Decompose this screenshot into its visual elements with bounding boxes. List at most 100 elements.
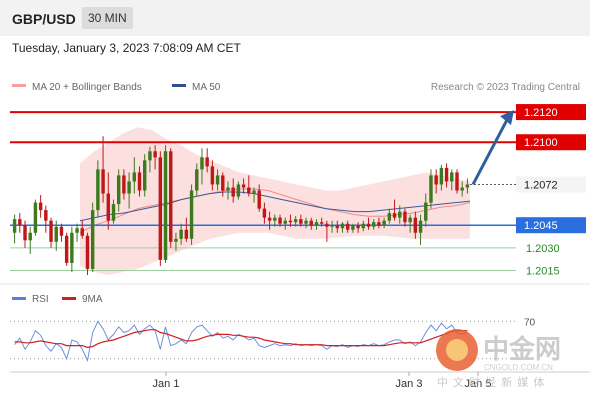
candle-body-27 (153, 151, 157, 158)
candle-body-16 (96, 169, 100, 211)
candle-body-66 (356, 225, 360, 229)
bollinger-band-area (80, 127, 470, 275)
candle-body-81 (434, 175, 438, 185)
candle-body-79 (424, 202, 428, 221)
candle-body-82 (439, 167, 444, 185)
rsi-line (14, 320, 468, 363)
target-arrow-shaft (471, 115, 511, 186)
candle-body-13 (80, 228, 84, 236)
candle-body-76 (408, 217, 412, 223)
candle-body-63 (340, 223, 345, 229)
candle-body-47 (257, 190, 261, 209)
level-1-2045-label: 1.2045 (524, 220, 558, 232)
copyright-text: Research © 2023 Trading Central (431, 82, 580, 93)
rsi-legend-label-1: 9MA (82, 294, 103, 305)
level-1-2015-label: 1.2015 (526, 265, 560, 277)
candle-body-74 (398, 211, 402, 218)
rsi-ma9-line (14, 329, 468, 349)
candle-body-43 (236, 184, 241, 197)
watermark-site: CNGOLD.COM.CN (484, 363, 553, 372)
level-1-2100-label: 1.2100 (524, 137, 558, 149)
watermark-slogan: 中 文 财 经 新 媒 体 (437, 375, 545, 389)
candle-body-48 (262, 208, 267, 218)
legend-label-1: MA 50 (192, 82, 221, 93)
candle-body-64 (345, 223, 350, 230)
chart-datetime: Tuesday, January 3, 2023 7:08:09 AM CET (12, 41, 241, 55)
candle-body-72 (387, 213, 392, 221)
candle-body-87 (465, 184, 470, 188)
timeframe-badge[interactable]: 30 MIN (82, 7, 133, 29)
candle-body-2 (23, 225, 27, 241)
candle-body-39 (215, 175, 220, 185)
candle-body-56 (304, 220, 308, 224)
candle-body-8 (54, 226, 58, 242)
rsi-level-label: 70 (524, 317, 536, 328)
candle-body-51 (278, 217, 282, 224)
candle-body-70 (377, 222, 381, 226)
candle-body-7 (49, 220, 53, 242)
candle-body-28 (158, 157, 163, 260)
candle-body-33 (184, 229, 189, 239)
candle-body-24 (137, 172, 142, 191)
candle-body-32 (179, 229, 183, 239)
candle-body-19 (111, 204, 116, 221)
bollinger-band-fill (80, 127, 470, 275)
rsi-legend-swatch-0 (12, 297, 26, 300)
candle-body-25 (142, 160, 147, 191)
candle-body-23 (132, 172, 137, 182)
candle-body-49 (267, 217, 272, 221)
candle-body-22 (127, 181, 131, 194)
level-1-2045-tag (516, 217, 586, 234)
level-1-2030-label: 1.2030 (526, 243, 560, 255)
rsi-panel: RSI 9MA 70 (10, 294, 536, 363)
level-1-2120-label: 1.2120 (524, 107, 558, 119)
candle-body-75 (403, 211, 407, 223)
candlesticks (12, 136, 470, 275)
candle-body-85 (455, 172, 459, 191)
candle-body-59 (319, 222, 324, 224)
candle-body-12 (75, 228, 79, 233)
time-axis: Jan 1 Jan 3 Jan 5 (10, 371, 590, 390)
candle-body-52 (283, 220, 287, 224)
candle-body-42 (231, 187, 235, 197)
candle-body-21 (122, 175, 126, 194)
candle-body-37 (205, 157, 209, 167)
candle-body-29 (163, 151, 168, 260)
candle-body-34 (189, 190, 194, 239)
candle-body-68 (366, 223, 371, 227)
ma50-line (79, 191, 471, 222)
legend-swatch-1 (172, 84, 186, 87)
legend-swatch-0 (12, 84, 26, 87)
candle-body-35 (195, 169, 199, 191)
level-1-2072-label: 1.2072 (524, 179, 558, 191)
candle-body-44 (241, 184, 246, 188)
candle-body-20 (116, 175, 121, 205)
chart-overlay: MA 20 + Bollinger Bands MA 50 Research © 2… (0, 82, 590, 389)
candle-body-58 (314, 222, 319, 226)
level-1-2120-tag (516, 104, 586, 121)
rsi-legend-label-0: RSI (32, 294, 49, 305)
candle-body-11 (70, 232, 74, 263)
candle-body-77 (413, 217, 418, 233)
candle-body-17 (101, 169, 105, 194)
candle-body-71 (382, 220, 386, 226)
candle-body-10 (64, 235, 69, 263)
candle-body-86 (460, 187, 464, 191)
chart-header: GBP/USD 30 MIN (0, 0, 590, 36)
candle-body-84 (450, 172, 454, 182)
candle-body-6 (44, 210, 48, 221)
candle-body-36 (200, 157, 204, 170)
watermark-brand: 中金网 (483, 334, 561, 364)
watermark-logo-inner (446, 339, 468, 361)
candle-body-46 (252, 190, 256, 194)
candle-body-62 (335, 225, 340, 229)
candle-body-60 (325, 223, 329, 227)
candle-body-78 (418, 220, 423, 233)
candle-body-18 (106, 193, 111, 221)
rsi-legend-swatch-1 (62, 297, 76, 300)
candle-body-5 (38, 202, 43, 211)
candle-body-65 (351, 225, 355, 230)
candle-body-4 (33, 202, 38, 233)
candle-body-73 (392, 213, 397, 218)
